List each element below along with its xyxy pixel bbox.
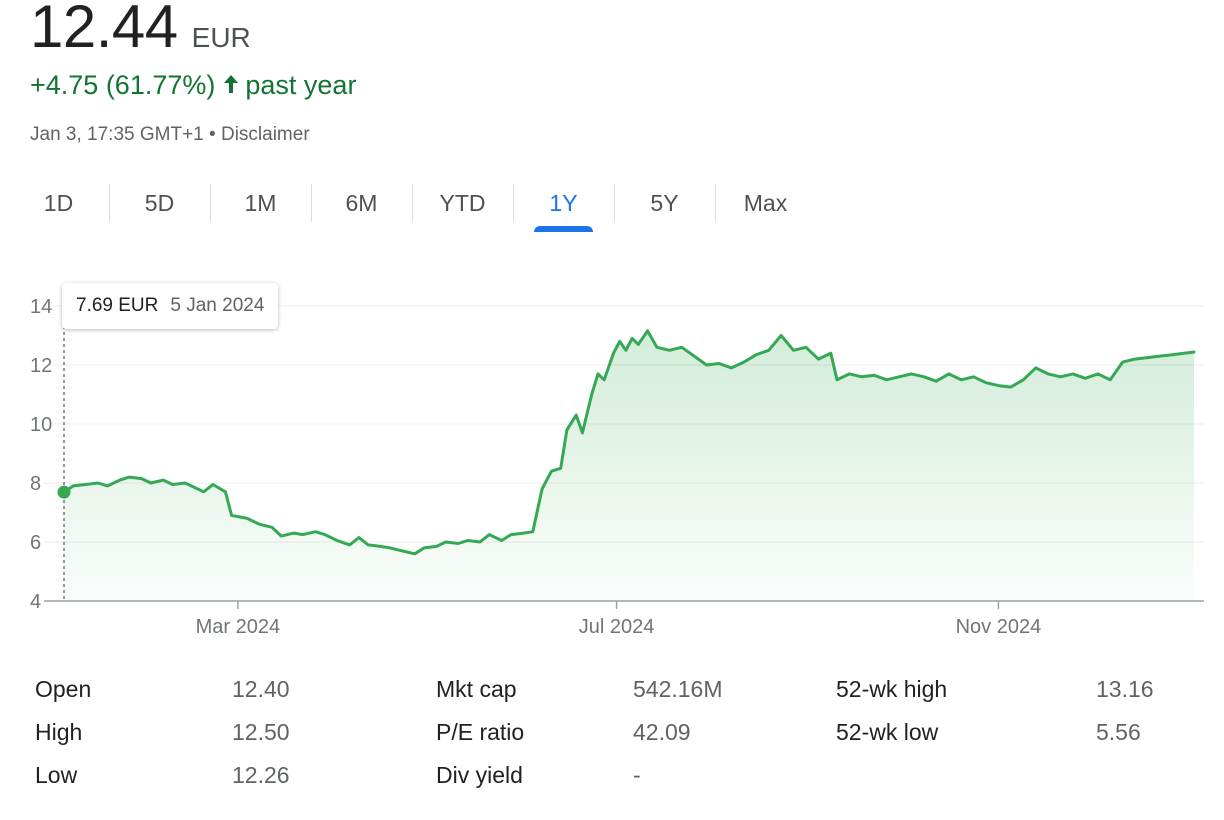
stat-value-mkt-cap: 542.16M (633, 676, 723, 702)
stat-label-pe-ratio: P/E ratio (436, 719, 525, 745)
tab-1d[interactable]: 1D (8, 180, 109, 232)
disclaimer-link[interactable]: Disclaimer (220, 124, 310, 145)
stat-label-div-yield: Div yield (436, 762, 523, 788)
price-change: +4.75 (61.77%) past year (30, 70, 356, 101)
x-tick-label: Mar 2024 (196, 616, 281, 638)
stat-label-low: Low (35, 762, 78, 788)
stat-value-52wk-low: 5.56 (1096, 719, 1141, 745)
tab-label: 1M (244, 190, 277, 216)
tab-max[interactable]: Max (715, 180, 816, 232)
price-area (64, 330, 1194, 601)
stat-value-open: 12.40 (232, 676, 290, 702)
x-tick-label: Jul 2024 (579, 616, 655, 638)
tab-label: 1D (43, 190, 74, 216)
stat-value-low: 12.26 (232, 762, 290, 788)
y-tick-label: 4 (30, 591, 41, 613)
y-axis-ticks: 4 6 8 10 12 14 (30, 296, 52, 613)
hover-point (57, 485, 71, 499)
hover-tooltip: 7.69 EUR 5 Jan 2024 (62, 283, 279, 329)
stat-label-mkt-cap: Mkt cap (436, 676, 517, 702)
x-tick-label: Nov 2024 (956, 616, 1042, 638)
x-axis-ticks: Mar 2024 Jul 2024 Nov 2024 (196, 601, 1042, 638)
separator-dot: • (209, 124, 216, 145)
tab-label: YTD (439, 190, 486, 216)
change-period: past year (245, 70, 357, 100)
stat-label-52wk-high: 52-wk high (836, 676, 948, 702)
range-tabs: 1D 5D 1M 6M YTD 1Y 5Y Max (8, 180, 816, 232)
y-tick-label: 10 (30, 414, 52, 436)
stat-label-open: Open (35, 676, 92, 702)
tooltip-value: 7.69 EUR (76, 295, 159, 316)
y-tick-label: 12 (30, 355, 52, 377)
currency-label: EUR (191, 22, 251, 53)
tab-6m[interactable]: 6M (311, 180, 412, 232)
price-line (62, 329, 1196, 556)
y-tick-label: 14 (30, 296, 52, 318)
tab-label: 1Y (549, 190, 578, 216)
y-tick-label: 8 (30, 473, 41, 495)
quote-timestamp: Jan 3, 17:35 GMT+1 (30, 124, 204, 145)
arrow-up-icon (223, 70, 239, 101)
stat-value-div-yield: - (633, 762, 641, 788)
active-indicator (534, 226, 593, 232)
quote-timestamp-line: Jan 3, 17:35 GMT+1 • Disclaimer (30, 124, 310, 146)
tab-label: Max (743, 190, 788, 216)
stat-value-52wk-high: 13.16 (1096, 676, 1154, 702)
stat-label-52wk-low: 52-wk low (836, 719, 939, 745)
stat-label-high: High (35, 719, 83, 745)
change-value: +4.75 (61.77%) (30, 70, 216, 100)
tooltip-date: 5 Jan 2024 (170, 295, 265, 316)
tab-1y[interactable]: 1Y (513, 180, 614, 232)
tab-label: 6M (345, 190, 378, 216)
stats-row: High 12.50 P/E ratio 42.09 52-wk low 5.5… (0, 719, 1224, 759)
price-header: 12.44 EUR (30, 0, 251, 60)
y-tick-label: 6 (30, 532, 41, 554)
tab-5y[interactable]: 5Y (614, 180, 715, 232)
tab-1m[interactable]: 1M (210, 180, 311, 232)
current-price: 12.44 (30, 0, 178, 60)
stats-row: Low 12.26 Div yield - (0, 762, 1224, 802)
stat-value-high: 12.50 (232, 719, 290, 745)
tab-label: 5Y (650, 190, 679, 216)
stats-row: Open 12.40 Mkt cap 542.16M 52-wk high 13… (0, 676, 1224, 716)
stat-value-pe-ratio: 42.09 (633, 719, 691, 745)
tab-ytd[interactable]: YTD (412, 180, 513, 232)
tab-5d[interactable]: 5D (109, 180, 210, 232)
tab-label: 5D (144, 190, 175, 216)
